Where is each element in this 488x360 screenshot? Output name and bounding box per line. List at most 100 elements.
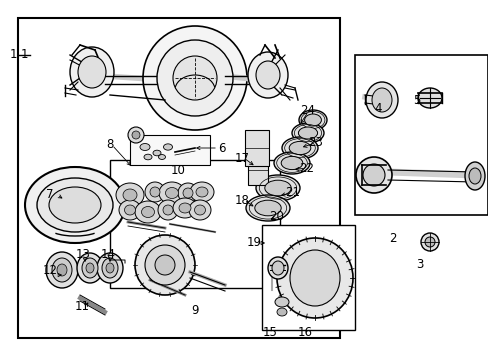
Ellipse shape — [142, 26, 246, 130]
Bar — [354, 55, 487, 215]
Ellipse shape — [119, 200, 141, 220]
Ellipse shape — [371, 88, 391, 112]
Ellipse shape — [145, 182, 164, 202]
Ellipse shape — [157, 40, 232, 116]
Text: 8: 8 — [106, 139, 113, 152]
Ellipse shape — [365, 82, 397, 118]
Ellipse shape — [52, 258, 72, 282]
Ellipse shape — [247, 52, 287, 98]
Text: 13: 13 — [76, 248, 90, 261]
Ellipse shape — [145, 245, 184, 285]
Ellipse shape — [256, 175, 299, 201]
Text: 2: 2 — [388, 231, 396, 244]
Ellipse shape — [78, 56, 106, 88]
Ellipse shape — [264, 180, 291, 196]
Text: 11: 11 — [74, 301, 89, 314]
Bar — [18, 18, 339, 338]
Ellipse shape — [245, 195, 289, 221]
Text: 22: 22 — [299, 162, 314, 175]
Text: 1: 1 — [20, 49, 28, 62]
Ellipse shape — [128, 127, 143, 143]
Ellipse shape — [70, 47, 114, 97]
Ellipse shape — [190, 182, 214, 202]
Ellipse shape — [179, 203, 191, 213]
Ellipse shape — [281, 156, 302, 170]
Ellipse shape — [282, 137, 317, 159]
Ellipse shape — [159, 182, 184, 204]
Text: 15: 15 — [262, 325, 277, 338]
Text: 21: 21 — [285, 186, 300, 199]
Ellipse shape — [276, 308, 286, 316]
Ellipse shape — [123, 189, 137, 201]
Ellipse shape — [468, 168, 480, 184]
Ellipse shape — [135, 201, 161, 223]
Ellipse shape — [163, 144, 172, 150]
Ellipse shape — [194, 205, 205, 215]
Ellipse shape — [173, 56, 217, 100]
Text: 1: 1 — [9, 49, 17, 62]
Ellipse shape — [189, 200, 210, 220]
Ellipse shape — [183, 188, 193, 198]
Ellipse shape — [158, 154, 165, 159]
Text: 24: 24 — [300, 104, 315, 117]
Text: 10: 10 — [170, 163, 185, 176]
Ellipse shape — [57, 264, 67, 276]
Ellipse shape — [124, 205, 135, 215]
Ellipse shape — [417, 88, 441, 108]
Ellipse shape — [298, 110, 326, 130]
Ellipse shape — [158, 200, 178, 220]
Text: 23: 23 — [308, 136, 323, 149]
Text: 17: 17 — [234, 152, 249, 165]
Ellipse shape — [254, 200, 281, 216]
Ellipse shape — [362, 164, 384, 186]
Text: 12: 12 — [42, 264, 58, 276]
Ellipse shape — [173, 198, 197, 218]
Ellipse shape — [37, 178, 113, 232]
Text: 5: 5 — [412, 94, 420, 107]
Bar — [130, 135, 209, 165]
Ellipse shape — [132, 131, 140, 139]
Ellipse shape — [163, 205, 173, 215]
Text: 14: 14 — [101, 248, 115, 261]
Ellipse shape — [289, 250, 339, 306]
Ellipse shape — [82, 258, 98, 278]
Ellipse shape — [97, 253, 123, 283]
Ellipse shape — [288, 141, 310, 154]
Ellipse shape — [140, 144, 150, 150]
Text: 18: 18 — [234, 194, 249, 207]
Text: 9: 9 — [191, 303, 198, 316]
Ellipse shape — [274, 297, 288, 307]
Ellipse shape — [355, 157, 391, 193]
Ellipse shape — [256, 61, 280, 89]
Ellipse shape — [49, 187, 101, 223]
Ellipse shape — [86, 263, 94, 273]
Ellipse shape — [153, 150, 161, 156]
Ellipse shape — [271, 261, 284, 275]
Ellipse shape — [420, 233, 438, 251]
Text: 7: 7 — [46, 189, 54, 202]
Bar — [110, 160, 280, 288]
Ellipse shape — [267, 257, 287, 279]
Ellipse shape — [291, 123, 324, 143]
Text: 6: 6 — [218, 141, 225, 154]
Ellipse shape — [273, 152, 309, 174]
Bar — [244, 130, 268, 166]
Ellipse shape — [102, 258, 118, 278]
Ellipse shape — [141, 207, 154, 217]
Ellipse shape — [298, 127, 317, 139]
Ellipse shape — [196, 187, 207, 197]
Ellipse shape — [464, 162, 484, 190]
Ellipse shape — [165, 188, 178, 198]
Text: 20: 20 — [269, 211, 284, 224]
Ellipse shape — [304, 114, 321, 126]
Ellipse shape — [25, 167, 125, 243]
Ellipse shape — [178, 183, 198, 203]
Text: 3: 3 — [415, 258, 423, 271]
Ellipse shape — [106, 263, 114, 273]
Ellipse shape — [150, 187, 160, 197]
Text: 16: 16 — [297, 325, 312, 338]
Ellipse shape — [155, 255, 175, 275]
Text: 19: 19 — [246, 237, 261, 249]
Bar — [247, 155, 267, 185]
Ellipse shape — [135, 235, 195, 295]
